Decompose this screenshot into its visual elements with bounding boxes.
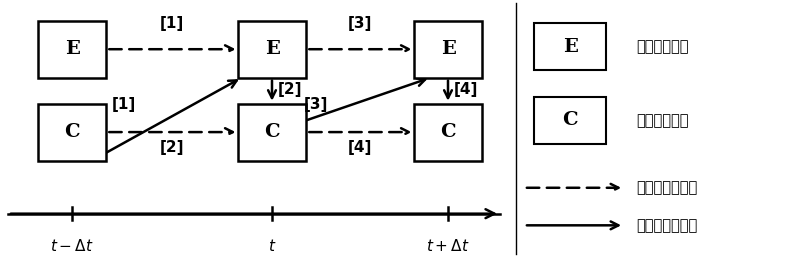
Text: 数值积分或插值: 数值积分或插值 bbox=[636, 180, 698, 195]
Text: [2]: [2] bbox=[160, 140, 184, 155]
Bar bbox=[238, 21, 306, 78]
Text: C: C bbox=[264, 123, 280, 141]
Text: E: E bbox=[65, 40, 79, 58]
Bar bbox=[534, 97, 606, 144]
Text: 控制系统求解: 控制系统求解 bbox=[636, 113, 689, 128]
Bar bbox=[534, 23, 606, 70]
Text: [4]: [4] bbox=[348, 140, 372, 155]
Text: E: E bbox=[441, 40, 455, 58]
Bar bbox=[38, 21, 106, 78]
Text: $t$: $t$ bbox=[268, 238, 276, 254]
Text: $t-\Delta t$: $t-\Delta t$ bbox=[50, 238, 94, 254]
Text: C: C bbox=[64, 123, 80, 141]
Text: C: C bbox=[440, 123, 456, 141]
Text: E: E bbox=[265, 40, 279, 58]
Bar bbox=[414, 104, 482, 161]
Text: C: C bbox=[562, 111, 578, 130]
Text: [1]: [1] bbox=[160, 16, 184, 31]
Text: $t+\Delta t$: $t+\Delta t$ bbox=[426, 238, 470, 254]
Text: [3]: [3] bbox=[304, 97, 328, 112]
Text: 电气系统求解: 电气系统求解 bbox=[636, 39, 689, 54]
Bar bbox=[414, 21, 482, 78]
Text: [1]: [1] bbox=[112, 97, 136, 112]
Text: [2]: [2] bbox=[278, 82, 302, 97]
Text: [4]: [4] bbox=[454, 82, 478, 97]
Text: [3]: [3] bbox=[348, 16, 372, 31]
Text: E: E bbox=[563, 38, 578, 56]
Bar bbox=[38, 104, 106, 161]
Bar bbox=[238, 104, 306, 161]
Text: 直接使用历史量: 直接使用历史量 bbox=[636, 218, 698, 233]
